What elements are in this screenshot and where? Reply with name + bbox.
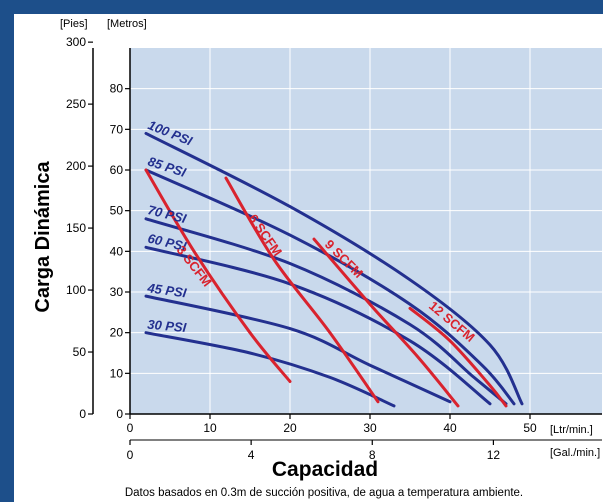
y-unit-feet: [Pies] [60,18,88,30]
curve-60-psi [144,245,492,406]
x-tick-label-ltr: 40 [443,421,457,435]
curve-9-scfm [312,237,460,408]
y-tick-label-feet: 300 [66,35,86,49]
x-tick-label-ltr: 30 [363,421,377,435]
y-tick-label-meters: 40 [110,244,124,258]
curve-85-psi [144,168,516,406]
y-tick-label-feet: 50 [73,345,87,359]
x-tick-label-ltr: 20 [283,421,297,435]
curve-70-psi [144,217,508,406]
y-tick-label-meters: 10 [110,366,124,380]
label-45-psi: 45 PSI [146,280,188,300]
x-tick-label-ltr: 50 [523,421,537,435]
y-tick-label-feet: 200 [66,159,86,173]
curve-45-psi [144,294,452,404]
label-30-psi: 30 PSI [147,317,188,335]
curve-12-scfm [408,306,508,408]
grid-lines [130,48,602,414]
x-tick-label-gal: 12 [487,448,501,462]
curve-6-scfm [224,176,380,404]
curve-3-scfm [144,168,292,383]
y-tick-label-meters: 20 [110,326,124,340]
x-unit-gal: [Gal./min.] [550,447,600,459]
y-tick-label-feet: 250 [66,97,86,111]
y-tick-label-feet: 100 [66,283,86,297]
y-tick-label-feet: 0 [79,407,86,421]
curve-30-psi [144,331,396,408]
x-unit-ltr: [Ltr/min.] [550,424,593,436]
footnote: Datos basados en 0.3m de succión positiv… [125,487,523,499]
plot-area [130,48,602,414]
curves [144,131,524,408]
y-tick-label-feet: 150 [66,221,86,235]
y-tick-label-meters: 70 [110,122,124,136]
x-tick-label-gal: 4 [248,448,255,462]
curve-100-psi [144,131,524,406]
axes [88,41,602,445]
x-axis-title: Capacidad [272,458,378,481]
y-tick-label-meters: 60 [110,163,124,177]
y-axis-title: Carga Dinámica [32,161,54,313]
y-tick-label-meters: 50 [110,204,124,218]
x-tick-label-gal: 8 [369,448,376,462]
x-tick-label-ltr: 0 [127,421,134,435]
y-tick-label-meters: 0 [116,407,123,421]
y-tick-label-meters: 80 [110,82,124,96]
y-tick-label-meters: 30 [110,285,124,299]
x-tick-label-ltr: 10 [203,421,217,435]
x-tick-label-gal: 0 [127,448,134,462]
y-unit-meters: [Metros] [107,18,147,30]
